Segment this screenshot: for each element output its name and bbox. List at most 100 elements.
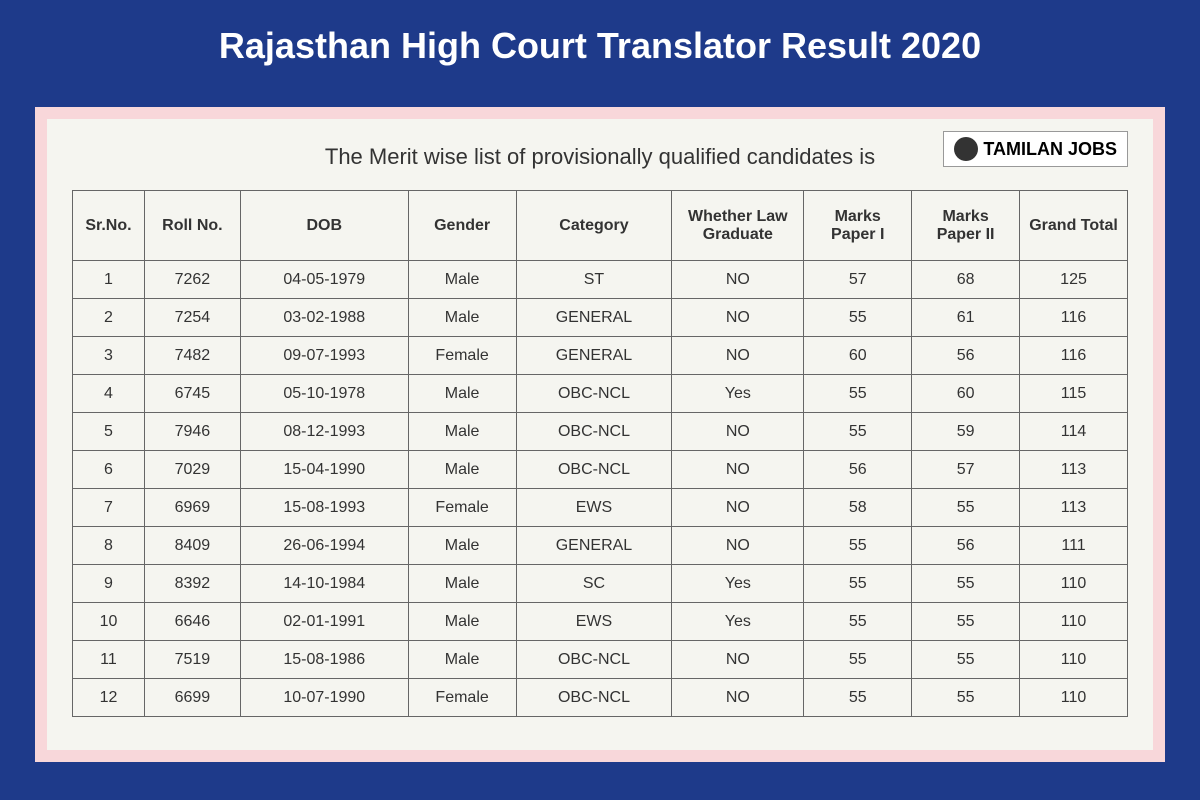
- table-cell: 55: [804, 641, 912, 679]
- table-cell: 60: [804, 337, 912, 375]
- table-cell: 11: [73, 641, 145, 679]
- table-row: 11751915-08-1986MaleOBC-NCLNO5555110: [73, 641, 1128, 679]
- table-cell: 115: [1020, 375, 1128, 413]
- table-cell: GENERAL: [516, 337, 672, 375]
- table-cell: 55: [912, 565, 1020, 603]
- table-row: 2725403-02-1988MaleGENERALNO5561116: [73, 299, 1128, 337]
- table-cell: Male: [408, 261, 516, 299]
- watermark-icon: [954, 137, 978, 161]
- table-cell: 7254: [144, 299, 240, 337]
- table-cell: 110: [1020, 565, 1128, 603]
- table-cell: 116: [1020, 337, 1128, 375]
- table-cell: 04-05-1979: [240, 261, 408, 299]
- table-cell: 57: [804, 261, 912, 299]
- table-cell: Male: [408, 565, 516, 603]
- table-cell: 55: [912, 679, 1020, 717]
- table-cell: 26-06-1994: [240, 527, 408, 565]
- header-dob: DOB: [240, 191, 408, 261]
- table-cell: GENERAL: [516, 299, 672, 337]
- table-cell: 15-08-1986: [240, 641, 408, 679]
- table-cell: Female: [408, 489, 516, 527]
- table-cell: NO: [672, 489, 804, 527]
- table-row: 7696915-08-1993FemaleEWSNO5855113: [73, 489, 1128, 527]
- table-cell: 08-12-1993: [240, 413, 408, 451]
- table-cell: 05-10-1978: [240, 375, 408, 413]
- table-cell: NO: [672, 261, 804, 299]
- table-row: 9839214-10-1984MaleSCYes5555110: [73, 565, 1128, 603]
- header-gender: Gender: [408, 191, 516, 261]
- table-cell: 15-04-1990: [240, 451, 408, 489]
- table-cell: 12: [73, 679, 145, 717]
- merit-list-table: Sr.No. Roll No. DOB Gender Category Whet…: [72, 190, 1128, 717]
- table-cell: 125: [1020, 261, 1128, 299]
- table-cell: NO: [672, 299, 804, 337]
- table-cell: OBC-NCL: [516, 641, 672, 679]
- table-cell: 15-08-1993: [240, 489, 408, 527]
- table-cell: Yes: [672, 375, 804, 413]
- table-cell: 6646: [144, 603, 240, 641]
- header-total: Grand Total: [1020, 191, 1128, 261]
- table-cell: 5: [73, 413, 145, 451]
- table-cell: 7029: [144, 451, 240, 489]
- table-cell: 55: [804, 527, 912, 565]
- table-cell: 58: [804, 489, 912, 527]
- table-cell: 7: [73, 489, 145, 527]
- table-cell: NO: [672, 679, 804, 717]
- table-cell: Male: [408, 641, 516, 679]
- table-cell: Female: [408, 337, 516, 375]
- content-wrapper: TAMILAN JOBS The Merit wise list of prov…: [35, 107, 1165, 762]
- table-cell: 114: [1020, 413, 1128, 451]
- table-cell: 4: [73, 375, 145, 413]
- header-law: Whether Law Graduate: [672, 191, 804, 261]
- table-cell: 9: [73, 565, 145, 603]
- table-cell: 111: [1020, 527, 1128, 565]
- table-cell: 110: [1020, 641, 1128, 679]
- table-cell: GENERAL: [516, 527, 672, 565]
- inner-content: TAMILAN JOBS The Merit wise list of prov…: [47, 119, 1153, 750]
- table-cell: 10: [73, 603, 145, 641]
- table-cell: Male: [408, 527, 516, 565]
- table-row: 10664602-01-1991MaleEWSYes5555110: [73, 603, 1128, 641]
- table-header-row: Sr.No. Roll No. DOB Gender Category Whet…: [73, 191, 1128, 261]
- table-cell: Male: [408, 299, 516, 337]
- table-cell: 1: [73, 261, 145, 299]
- table-cell: 55: [804, 565, 912, 603]
- table-cell: SC: [516, 565, 672, 603]
- page-title: Rajasthan High Court Translator Result 2…: [0, 0, 1200, 92]
- table-row: 6702915-04-1990MaleOBC-NCLNO5657113: [73, 451, 1128, 489]
- table-cell: Yes: [672, 603, 804, 641]
- table-cell: EWS: [516, 489, 672, 527]
- table-cell: 60: [912, 375, 1020, 413]
- table-cell: 3: [73, 337, 145, 375]
- table-cell: Yes: [672, 565, 804, 603]
- table-cell: NO: [672, 451, 804, 489]
- table-cell: Male: [408, 413, 516, 451]
- table-cell: 55: [912, 603, 1020, 641]
- table-cell: 55: [804, 413, 912, 451]
- table-cell: 7262: [144, 261, 240, 299]
- table-cell: 55: [912, 489, 1020, 527]
- table-cell: 10-07-1990: [240, 679, 408, 717]
- table-cell: 110: [1020, 679, 1128, 717]
- table-cell: 56: [804, 451, 912, 489]
- table-cell: 55: [804, 299, 912, 337]
- table-cell: NO: [672, 527, 804, 565]
- table-cell: EWS: [516, 603, 672, 641]
- table-cell: Male: [408, 375, 516, 413]
- table-cell: 68: [912, 261, 1020, 299]
- table-cell: 7946: [144, 413, 240, 451]
- table-cell: NO: [672, 337, 804, 375]
- table-cell: 56: [912, 527, 1020, 565]
- header-roll: Roll No.: [144, 191, 240, 261]
- table-cell: 6745: [144, 375, 240, 413]
- table-cell: 03-02-1988: [240, 299, 408, 337]
- table-cell: OBC-NCL: [516, 451, 672, 489]
- table-cell: 6969: [144, 489, 240, 527]
- table-cell: 7482: [144, 337, 240, 375]
- table-cell: 6699: [144, 679, 240, 717]
- table-cell: 6: [73, 451, 145, 489]
- header-srno: Sr.No.: [73, 191, 145, 261]
- table-cell: 113: [1020, 489, 1128, 527]
- header-paper1: Marks Paper I: [804, 191, 912, 261]
- table-cell: 55: [804, 375, 912, 413]
